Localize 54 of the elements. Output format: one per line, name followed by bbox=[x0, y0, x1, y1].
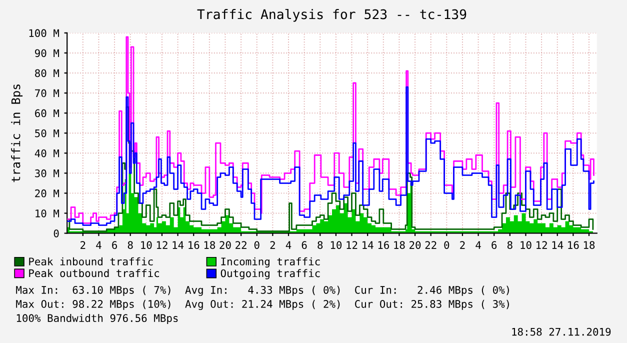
x-tick-label: 2 bbox=[80, 241, 86, 249]
x-tick-label: 10 bbox=[141, 241, 152, 249]
y-tick-label: 70 M bbox=[35, 89, 60, 98]
y-tick-label: 60 M bbox=[35, 109, 60, 118]
x-tick-label: 18 bbox=[584, 241, 595, 249]
x-tick-label: 0 bbox=[254, 241, 260, 249]
legend-label: Peak inbound traffic bbox=[29, 257, 153, 266]
y-tick-label: 30 M bbox=[35, 169, 60, 178]
x-tick-label: 4 bbox=[96, 241, 102, 249]
y-axis-title: traffic in Bps bbox=[11, 84, 23, 182]
x-tick-label: 20 bbox=[410, 241, 421, 249]
x-tick-label: 8 bbox=[128, 241, 133, 249]
text: 100% Bandwidth 976.56 MBps bbox=[16, 314, 178, 324]
x-tick-label: 22 bbox=[425, 241, 436, 249]
chart-title: Traffic Analysis for 523 -- tc-139 bbox=[197, 8, 466, 22]
x-tick-label: 18 bbox=[394, 241, 405, 249]
x-tick-label: 16 bbox=[378, 241, 389, 249]
x-tick-label: 4 bbox=[286, 241, 292, 249]
x-tick-label: 10 bbox=[520, 241, 532, 249]
text: Max In: 63.10 MBps ( 7%) Avg In: 4.33 MBps ( 0%) Cur In: 2.46 MBps ( 0%) bbox=[16, 286, 509, 296]
x-tick-label: 2 bbox=[460, 241, 465, 249]
legend-label: Peak outbound traffic bbox=[29, 269, 159, 278]
text: 18:58 27.11.2019 bbox=[512, 328, 611, 336]
x-tick-label: 8 bbox=[507, 241, 512, 249]
y-tick-label: 90 M bbox=[35, 49, 60, 58]
text: Max Out: 98.22 MBps (10%) Avg Out: 21.24 MBps ( 2%) Cur Out: 25.83 MBps ( 3%) bbox=[16, 300, 509, 310]
x-tick-label: 12 bbox=[536, 241, 547, 249]
x-tick-label: 6 bbox=[492, 241, 497, 249]
x-tick-label: 20 bbox=[220, 241, 231, 249]
legend-label: Incoming traffic bbox=[221, 257, 320, 268]
legend-label: Outgoing traffic bbox=[220, 269, 320, 280]
x-tick-label: 6 bbox=[302, 241, 307, 249]
y-tick-label: 0 bbox=[54, 229, 59, 238]
y-tick-label: 20 M bbox=[35, 189, 60, 198]
y-tick-label: 40 M bbox=[34, 149, 60, 158]
y-tick-label: 80 M bbox=[35, 69, 60, 78]
x-tick-label: 16 bbox=[568, 241, 579, 249]
x-tick-label: 12 bbox=[346, 241, 358, 249]
x-tick-label: 14 bbox=[552, 241, 564, 249]
x-tick-label: 16 bbox=[188, 241, 200, 249]
x-tick-label: 22 bbox=[236, 241, 246, 249]
y-tick-label: 50 M bbox=[35, 129, 60, 138]
y-tick-label: 100 M bbox=[29, 29, 60, 38]
x-tick-label: 6 bbox=[112, 241, 117, 249]
y-tick-label: 10 M bbox=[36, 209, 60, 218]
x-tick-label: 14 bbox=[362, 241, 374, 249]
x-tick-label: 8 bbox=[318, 241, 323, 249]
x-tick-label: 0 bbox=[444, 241, 450, 249]
x-tick-label: 18 bbox=[204, 241, 216, 249]
x-tick-label: 10 bbox=[330, 241, 342, 249]
x-tick-label: 2 bbox=[270, 241, 275, 249]
x-tick-label: 14 bbox=[172, 241, 184, 249]
x-tick-label: 4 bbox=[476, 241, 481, 249]
x-tick-label: 12 bbox=[156, 241, 168, 249]
